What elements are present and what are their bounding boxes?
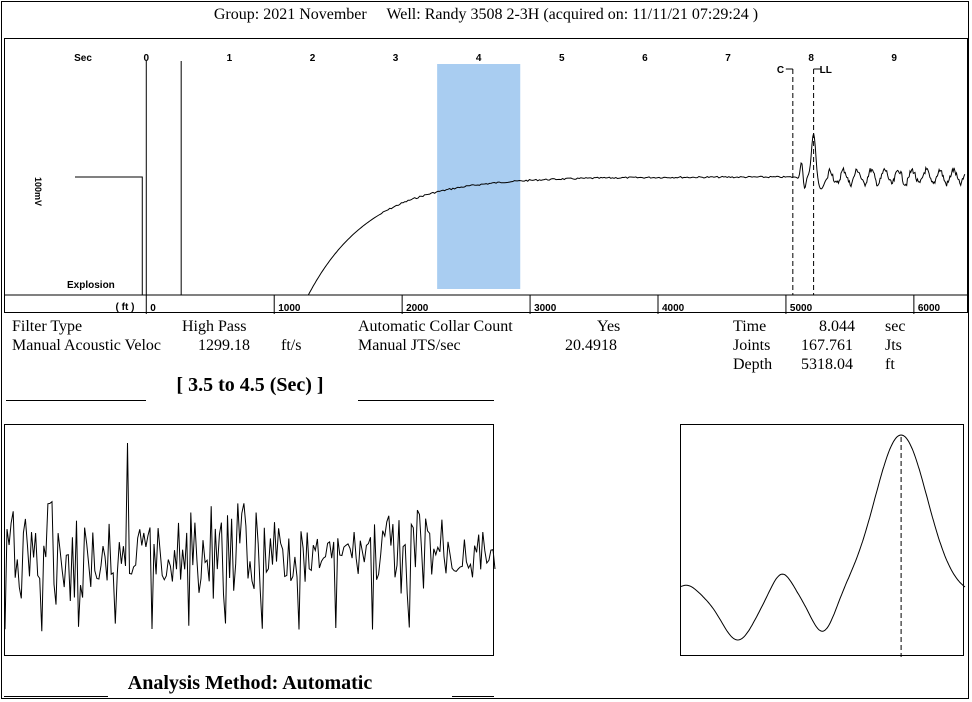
sec-tick-label: 1 bbox=[227, 53, 233, 64]
joints-unit: Jts bbox=[885, 337, 902, 354]
marker-label: C bbox=[777, 65, 784, 76]
depth-unit: ft bbox=[885, 356, 895, 373]
ft-tick-label: 0 bbox=[150, 303, 156, 314]
y-axis-label: 100mV bbox=[33, 177, 43, 206]
method-rule-left bbox=[4, 696, 108, 697]
peak-chart-svg bbox=[680, 434, 966, 657]
auto-collar-label: Automatic Collar Count bbox=[358, 318, 513, 335]
marker-label: LL bbox=[820, 65, 832, 76]
sec-tick-label: 4 bbox=[476, 53, 482, 64]
highlight-window bbox=[437, 64, 521, 289]
group-label: Group: 2021 November bbox=[213, 6, 367, 23]
time-label: Time bbox=[733, 318, 767, 335]
zoom-chart-svg bbox=[4, 442, 496, 632]
sec-tick-label: 9 bbox=[891, 53, 897, 64]
ft-tick-label: 5000 bbox=[790, 303, 813, 314]
filter-type-label: Filter Type bbox=[12, 318, 83, 335]
ft-axis-label: ( ft ) bbox=[116, 302, 135, 313]
sec-axis-label: Sec bbox=[74, 53, 92, 64]
joints-label: Joints bbox=[733, 337, 771, 354]
explosion-trace bbox=[75, 176, 143, 295]
main-chart-svg: Sec 0 1 2 3 4 5 6 7 8 9 ( ft ) 0 1000 2000 3000 4000 5000… bbox=[5, 53, 969, 314]
manual-jts-value: 20.4918 bbox=[565, 337, 617, 354]
depth-label: Depth bbox=[733, 356, 773, 373]
manual-velocity-label: Manual Acoustic Veloc bbox=[12, 337, 162, 354]
sec-tick-label: 2 bbox=[310, 53, 316, 64]
zoom-trace bbox=[4, 442, 496, 632]
method-rule-right bbox=[452, 696, 494, 697]
time-value: 8.044 bbox=[819, 318, 855, 335]
zoom-title-rule-right bbox=[358, 400, 494, 401]
sec-tick-label: 6 bbox=[642, 53, 648, 64]
manual-velocity-value: 1299.18 bbox=[198, 337, 250, 354]
manual-velocity-unit: ft/s bbox=[281, 337, 302, 354]
explosion-label: Explosion bbox=[67, 280, 115, 291]
ft-tick-label: 1000 bbox=[278, 303, 301, 314]
auto-collar-value: Yes bbox=[597, 318, 621, 335]
sec-tick-label: 5 bbox=[559, 53, 565, 64]
sec-tick-label: 8 bbox=[808, 53, 814, 64]
ft-tick-label: 4000 bbox=[662, 303, 685, 314]
manual-jts-label: Manual JTS/sec bbox=[358, 337, 461, 354]
peak-trace bbox=[680, 434, 966, 641]
sec-tick-label: 7 bbox=[725, 53, 731, 64]
acoustic-trace bbox=[307, 133, 966, 296]
well-label: Well: Randy 3508 2-3H (acquired on: 11/1… bbox=[386, 6, 759, 23]
collar-peak-chart[interactable] bbox=[680, 424, 966, 657]
page-title: Group: 2021 November Well: Randy 3508 2-… bbox=[0, 6, 972, 24]
zoom-title: [ 3.5 to 4.5 (Sec) ] bbox=[176, 374, 324, 396]
sec-tick-label: 0 bbox=[143, 53, 149, 64]
main-acoustic-chart[interactable]: Sec 0 1 2 3 4 5 6 7 8 9 ( ft ) 0 1000 2000 3000 4000 5000… bbox=[4, 38, 969, 314]
sec-tick-label: 3 bbox=[393, 53, 399, 64]
analysis-method: Analysis Method: Automatic bbox=[127, 672, 373, 694]
depth-value: 5318.04 bbox=[801, 356, 853, 373]
ft-tick-label: 6000 bbox=[918, 303, 941, 314]
joints-value: 167.761 bbox=[801, 337, 853, 354]
zoom-title-rule-left bbox=[6, 400, 146, 401]
ft-tick-label: 3000 bbox=[534, 303, 557, 314]
time-unit: sec bbox=[885, 318, 906, 335]
filter-type-value: High Pass bbox=[182, 318, 247, 335]
zoom-chart[interactable] bbox=[4, 424, 496, 656]
ft-tick-label: 2000 bbox=[406, 303, 429, 314]
